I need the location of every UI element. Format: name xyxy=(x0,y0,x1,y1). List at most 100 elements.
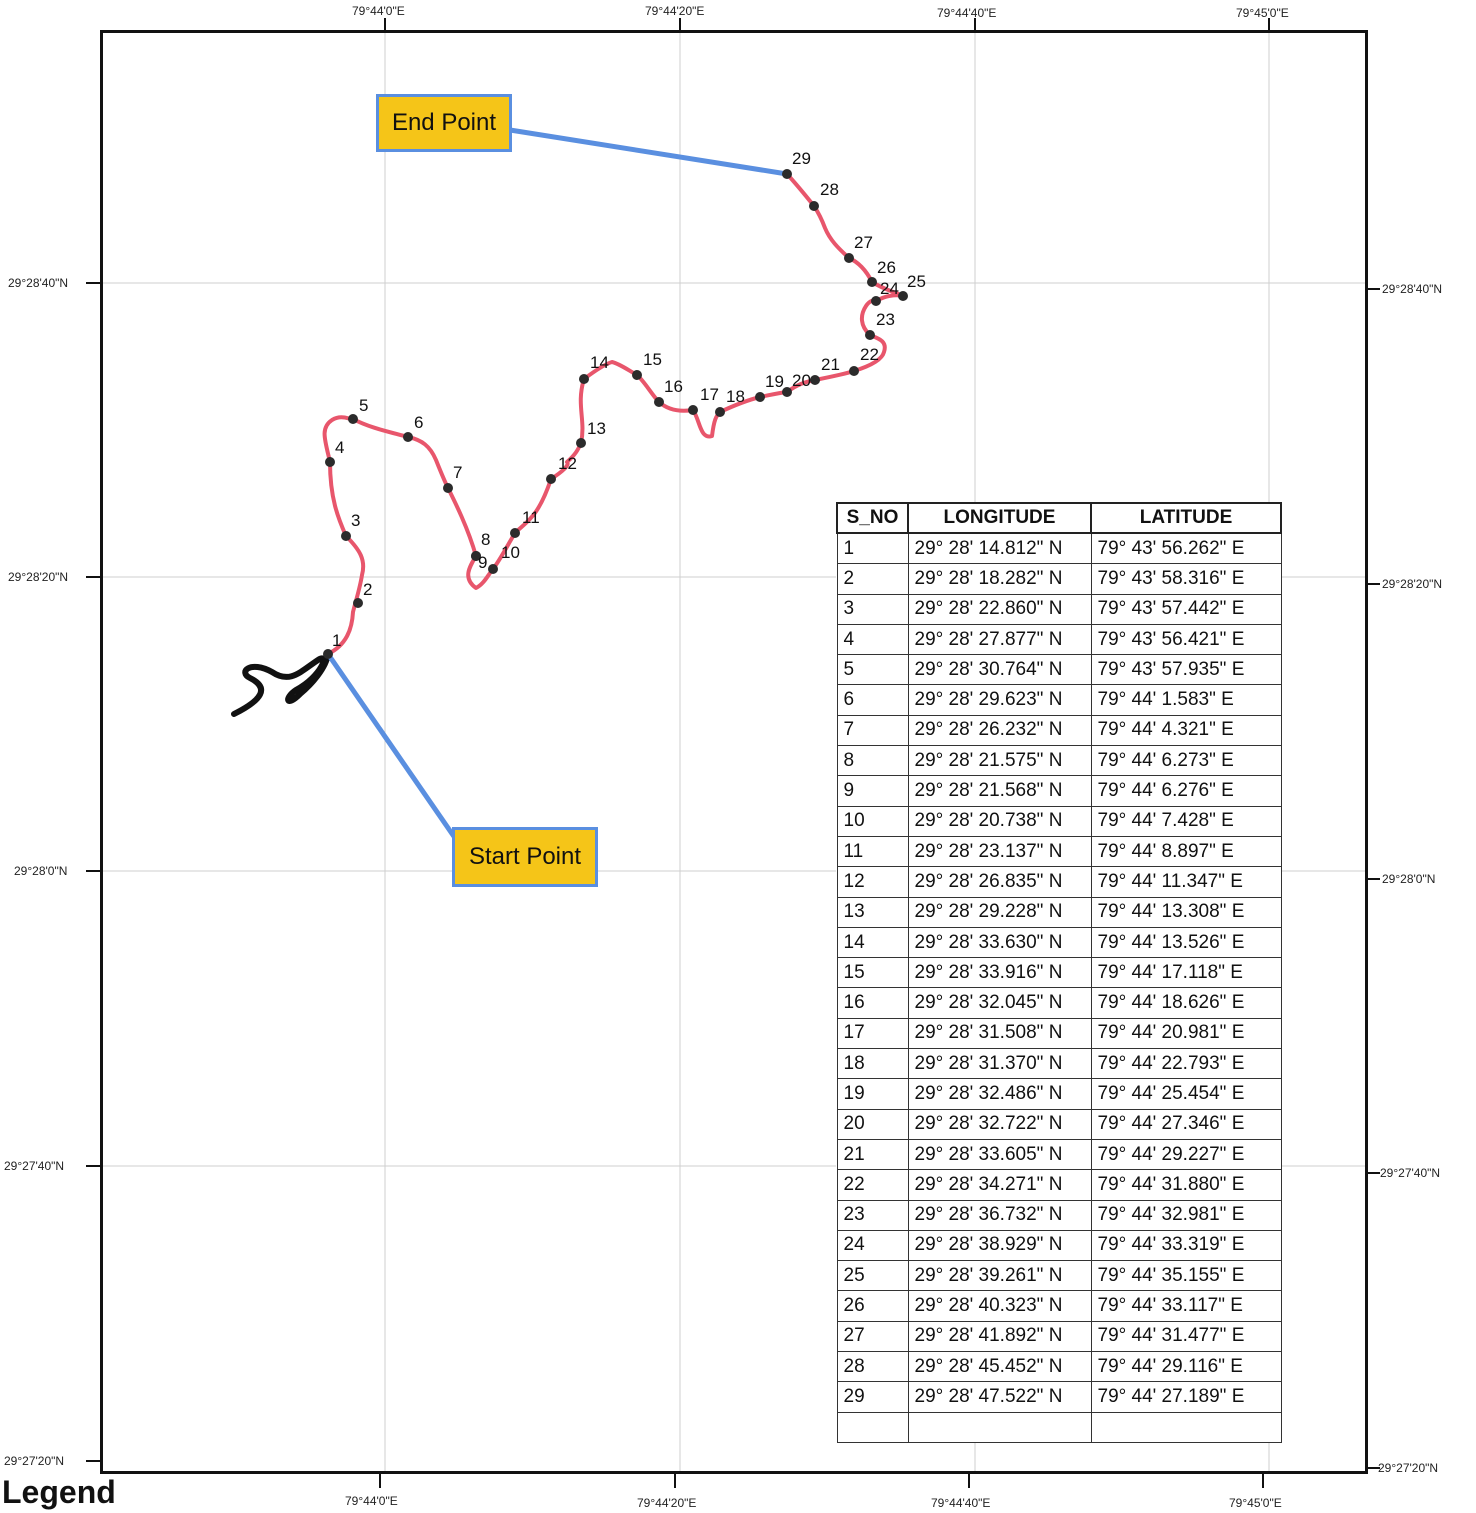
table-row: 7 29° 28' 26.232" N 79° 44' 4.321" E xyxy=(836,714,1282,747)
table-cell-lon: 29° 28' 26.835" N xyxy=(907,866,1092,898)
table-cell-lon: 29° 28' 33.630" N xyxy=(907,926,1092,959)
route-point-label: 22 xyxy=(860,345,879,364)
route-point-marker xyxy=(755,392,765,402)
col-header-longitude: LONGITUDE xyxy=(907,502,1092,534)
table-cell-lat: 79° 43' 56.421" E xyxy=(1090,623,1282,656)
table-cell-sno: 24 xyxy=(836,1229,909,1262)
route-point-label: 10 xyxy=(501,543,520,562)
start-point-label: Start Point xyxy=(468,843,582,870)
table-row: 2 29° 28' 18.282" N 79° 43' 58.316" E xyxy=(836,563,1282,595)
top-axis-label: 79°44'20"E xyxy=(645,4,705,18)
route-point-marker xyxy=(323,649,333,659)
table-cell-lat: 79° 44' 17.118" E xyxy=(1090,957,1282,989)
table-row: 4 29° 28' 27.877" N 79° 43' 56.421" E xyxy=(836,623,1282,656)
table-cell-lon: 29° 28' 21.575" N xyxy=(907,745,1092,777)
bottom-axis-label: 79°45'0"E xyxy=(1229,1496,1282,1510)
table-row: 28 29° 28' 45.452" N 79° 44' 29.116" E xyxy=(836,1351,1282,1383)
table-cell-lat: 79° 43' 57.442" E xyxy=(1090,593,1282,625)
route-point-label: 24 xyxy=(880,279,899,298)
route-point-marker xyxy=(443,483,453,493)
route-point-label: 27 xyxy=(854,233,873,252)
table-row: 8 29° 28' 21.575" N 79° 44' 6.273" E xyxy=(836,745,1282,777)
table-cell-lon: 29° 28' 31.508" N xyxy=(907,1017,1092,1050)
table-cell-lon: 29° 28' 32.722" N xyxy=(907,1108,1092,1140)
table-cell-sno: 9 xyxy=(836,775,909,807)
route-point-label: 23 xyxy=(876,310,895,329)
route-point-marker xyxy=(579,374,589,384)
route-point-label: 2 xyxy=(363,580,372,599)
right-axis-label: 29°28'40"N xyxy=(1382,282,1443,296)
route-point-marker xyxy=(341,531,351,541)
route-point-marker xyxy=(782,169,792,179)
route-point-label: 20 xyxy=(792,371,811,390)
table-cell-lon: 29° 28' 23.137" N xyxy=(907,835,1092,868)
route-point-marker xyxy=(546,474,556,484)
route-point-label: 21 xyxy=(821,355,840,374)
table-cell-sno: 16 xyxy=(836,987,909,1019)
table-cell-lat: 79° 44' 8.897" E xyxy=(1090,835,1282,868)
table-row: 29 29° 28' 47.522" N 79° 44' 27.189" E xyxy=(836,1381,1282,1413)
table-cell-sno: 27 xyxy=(836,1320,909,1353)
table-cell-sno: 29 xyxy=(836,1381,909,1413)
table-row: 19 29° 28' 32.486" N 79° 44' 25.454" E xyxy=(836,1078,1282,1110)
table-cell-sno: 15 xyxy=(836,957,909,989)
route-point-label: 13 xyxy=(587,419,606,438)
table-row: 12 29° 28' 26.835" N 79° 44' 11.347" E xyxy=(836,866,1282,898)
table-cell-lat: 79° 44' 29.116" E xyxy=(1090,1351,1282,1383)
table-row: 21 29° 28' 33.605" N 79° 44' 29.227" E xyxy=(836,1138,1282,1171)
table-cell-sno: 6 xyxy=(836,684,909,716)
left-axis-label: 29°27'20"N xyxy=(4,1454,65,1468)
table-cell-lon: 29° 28' 32.486" N xyxy=(907,1078,1092,1110)
col-header-sno: S_NO xyxy=(836,502,909,534)
table-cell-lon: 29° 28' 32.045" N xyxy=(907,987,1092,1019)
table-cell-sno: 20 xyxy=(836,1108,909,1140)
left-axis-label: 29°28'40"N xyxy=(8,276,69,290)
right-axis-label: 29°28'0"N xyxy=(1382,872,1436,886)
top-axis-label: 79°44'0"E xyxy=(352,4,405,18)
table-cell-lat: 79° 44' 33.319" E xyxy=(1090,1229,1282,1262)
end-point-label: End Point xyxy=(391,109,497,136)
table-cell-lon: 29° 28' 27.877" N xyxy=(907,623,1092,656)
table-row: 27 29° 28' 41.892" N 79° 44' 31.477" E xyxy=(836,1320,1282,1353)
table-cell-lat: 79° 44' 13.308" E xyxy=(1090,896,1282,928)
route-point-marker xyxy=(865,330,875,340)
table-cell-lat: 79° 44' 1.583" E xyxy=(1090,684,1282,716)
start-point-callout: Start Point xyxy=(452,827,598,887)
table-cell-sno: 21 xyxy=(836,1138,909,1171)
table-cell-lon: 29° 28' 33.916" N xyxy=(907,957,1092,989)
route-point-label: 3 xyxy=(351,511,360,530)
route-point-marker xyxy=(576,438,586,448)
legend-title: Legend xyxy=(2,1474,116,1510)
table-cell-lat: 79° 44' 20.981" E xyxy=(1090,1017,1282,1050)
route-point-marker xyxy=(809,201,819,211)
table-cell-lon: 29° 28' 26.232" N xyxy=(907,714,1092,747)
table-cell-lat: 79° 44' 35.155" E xyxy=(1090,1260,1282,1292)
table-cell-sno: 26 xyxy=(836,1290,909,1322)
table-row: 25 29° 28' 39.261" N 79° 44' 35.155" E xyxy=(836,1260,1282,1292)
table-cell-sno: 19 xyxy=(836,1078,909,1110)
table-cell-lat: 79° 44' 13.526" E xyxy=(1090,926,1282,959)
route-point-label: 25 xyxy=(907,272,926,291)
table-row: 10 29° 28' 20.738" N 79° 44' 7.428" E xyxy=(836,805,1282,837)
table-cell-lat: 79° 44' 31.477" E xyxy=(1090,1320,1282,1353)
route-line xyxy=(322,172,905,656)
table-cell-lat: 79° 44' 22.793" E xyxy=(1090,1048,1282,1080)
table-cell-lon: 29° 28' 22.860" N xyxy=(907,593,1092,625)
table-row: 23 29° 28' 36.732" N 79° 44' 32.981" E xyxy=(836,1199,1282,1231)
table-cell-sno: 11 xyxy=(836,835,909,868)
route-point-label: 28 xyxy=(820,180,839,199)
route-point-label: 1 xyxy=(332,631,341,650)
table-cell-empty xyxy=(836,1411,909,1443)
route-point-marker xyxy=(871,296,881,306)
table-cell-empty xyxy=(1090,1411,1282,1443)
route-point-marker xyxy=(353,598,363,608)
route-point-label: 26 xyxy=(877,258,896,277)
table-cell-lon: 29° 28' 40.323" N xyxy=(907,1290,1092,1322)
table-row: 18 29° 28' 31.370" N 79° 44' 22.793" E xyxy=(836,1048,1282,1080)
table-cell-lon: 29° 28' 20.738" N xyxy=(907,805,1092,837)
table-row: 1 29° 28' 14.812" N 79° 43' 56.262" E xyxy=(836,532,1282,565)
left-axis-label: 29°28'0"N xyxy=(14,864,68,878)
route-point-marker xyxy=(715,407,725,417)
